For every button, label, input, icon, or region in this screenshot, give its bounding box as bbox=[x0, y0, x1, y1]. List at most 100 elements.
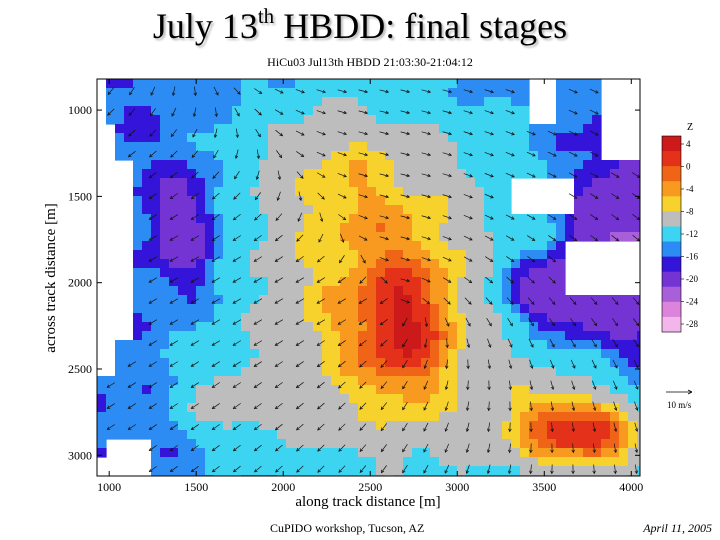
wind-vector-head bbox=[253, 426, 258, 431]
field-cell bbox=[367, 169, 377, 179]
field-cell bbox=[403, 394, 413, 404]
field-cell bbox=[403, 160, 413, 170]
field-cell bbox=[574, 313, 584, 323]
field-cell bbox=[142, 214, 152, 224]
field-cell bbox=[520, 133, 530, 143]
field-cell bbox=[115, 385, 125, 395]
field-cell bbox=[412, 439, 422, 449]
wind-vector-head bbox=[190, 237, 195, 241]
field-cell bbox=[394, 367, 404, 377]
field-cell bbox=[502, 151, 512, 161]
field-cell bbox=[547, 151, 557, 161]
field-cell bbox=[151, 133, 161, 143]
field-cell bbox=[142, 232, 152, 242]
field-cell bbox=[214, 349, 224, 359]
field-cell bbox=[322, 313, 332, 323]
field-cell bbox=[367, 115, 377, 125]
field-cell bbox=[259, 403, 269, 413]
field-cell bbox=[232, 115, 242, 125]
field-cell bbox=[160, 349, 170, 359]
wind-vector bbox=[549, 318, 555, 326]
wind-vector bbox=[232, 340, 242, 346]
field-cell bbox=[277, 241, 287, 251]
field-cell bbox=[448, 259, 458, 269]
wind-vector bbox=[254, 444, 262, 452]
field-cell bbox=[349, 331, 359, 341]
field-cell bbox=[286, 259, 296, 269]
field-cell bbox=[565, 313, 575, 323]
wind-vector-head bbox=[253, 384, 258, 388]
field-cell bbox=[457, 331, 467, 341]
wind-vector bbox=[589, 151, 599, 157]
wind-vector bbox=[340, 233, 344, 243]
field-cell bbox=[214, 313, 224, 323]
field-cell bbox=[349, 277, 359, 287]
wind-vector bbox=[381, 444, 387, 452]
field-cell bbox=[547, 403, 557, 413]
field-cell bbox=[187, 142, 197, 152]
field-cell bbox=[250, 394, 260, 404]
field-cell bbox=[556, 457, 566, 467]
wind-vector bbox=[402, 423, 408, 431]
wind-vector-head bbox=[169, 321, 174, 325]
field-cell bbox=[394, 88, 404, 98]
wind-vector bbox=[149, 150, 157, 158]
field-cell bbox=[610, 214, 620, 224]
field-cell bbox=[466, 331, 476, 341]
field-cell bbox=[565, 133, 575, 143]
field-cell bbox=[520, 214, 530, 224]
field-cell bbox=[520, 331, 530, 341]
field-cell bbox=[367, 394, 377, 404]
field-cell bbox=[457, 214, 467, 224]
field-cell bbox=[286, 376, 296, 386]
field-cell bbox=[583, 187, 593, 197]
field-cell bbox=[178, 160, 188, 170]
field-cell bbox=[277, 448, 287, 458]
field-cell bbox=[313, 358, 323, 368]
field-cell bbox=[475, 106, 485, 116]
field-cell bbox=[628, 205, 638, 215]
field-cell bbox=[178, 268, 188, 278]
field-cell bbox=[133, 277, 143, 287]
wind-vector-head bbox=[148, 468, 153, 473]
field-cell bbox=[205, 286, 215, 296]
field-cell bbox=[421, 259, 431, 269]
field-cell bbox=[412, 376, 422, 386]
field-cell bbox=[349, 223, 359, 233]
field-cell bbox=[439, 142, 449, 152]
field-cell bbox=[637, 376, 640, 386]
wind-vector bbox=[192, 128, 198, 138]
field-cell bbox=[268, 151, 278, 161]
field-cell bbox=[484, 223, 494, 233]
field-cell bbox=[259, 430, 269, 440]
field-cell bbox=[403, 241, 413, 251]
field-cell bbox=[502, 439, 512, 449]
field-cell bbox=[610, 322, 620, 332]
field-cell bbox=[529, 295, 539, 305]
field-cell bbox=[340, 295, 350, 305]
field-cell bbox=[448, 322, 458, 332]
field-cell bbox=[313, 214, 323, 224]
field-cell bbox=[583, 403, 593, 413]
wind-vector-head bbox=[529, 386, 534, 391]
field-cell bbox=[358, 88, 368, 98]
field-cell bbox=[601, 304, 611, 314]
field-cell bbox=[133, 286, 143, 296]
wind-vector-head bbox=[211, 363, 216, 367]
field-cell bbox=[241, 214, 251, 224]
field-cell bbox=[412, 385, 422, 395]
field-cell bbox=[340, 178, 350, 188]
field-cell bbox=[466, 457, 476, 467]
wind-vector-head bbox=[274, 363, 279, 367]
field-cell bbox=[295, 142, 305, 152]
field-cell bbox=[214, 232, 224, 242]
field-cell bbox=[430, 79, 440, 89]
wind-vector bbox=[589, 88, 599, 94]
field-cell bbox=[385, 376, 395, 386]
field-cell bbox=[583, 430, 593, 440]
field-cell bbox=[259, 466, 269, 476]
wind-vector bbox=[149, 424, 157, 430]
field-cell bbox=[304, 295, 314, 305]
field-cell bbox=[493, 259, 503, 269]
field-cell bbox=[412, 178, 422, 188]
